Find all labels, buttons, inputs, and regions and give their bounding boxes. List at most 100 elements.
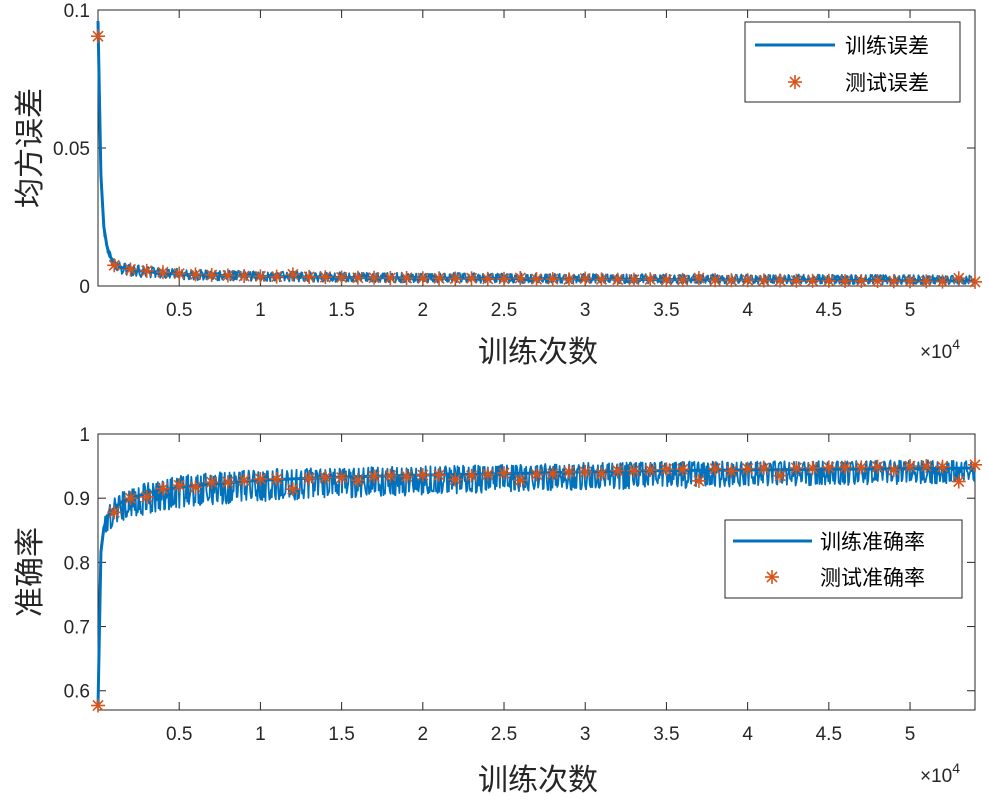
mse-x-tick-label: 4.5 (816, 300, 842, 321)
accuracy-test-point (237, 473, 252, 488)
mse-legend-test-marker (788, 75, 802, 89)
accuracy-x-tick-label: 4.5 (816, 724, 842, 745)
accuracy-test-point (951, 474, 966, 489)
accuracy-test-point (350, 473, 365, 488)
mse-y-tick-label: 0.05 (53, 139, 90, 160)
mse-test-point (318, 270, 333, 285)
accuracy-x-axis-label: 训练次数 (478, 763, 598, 798)
mse-test-point (886, 274, 901, 289)
mse-test-point (123, 262, 138, 277)
accuracy-test-point (220, 475, 235, 490)
mse-test-point (756, 273, 771, 288)
mse-y-axis-label: 均方误差 (13, 88, 48, 208)
accuracy-test-point (724, 464, 739, 479)
accuracy-test-point (773, 468, 788, 483)
accuracy-y-tick-label: 0.9 (64, 489, 90, 510)
accuracy-test-point (805, 461, 820, 476)
accuracy-test-point (172, 478, 187, 493)
mse-test-point (464, 271, 479, 286)
accuracy-x-exponent: ×104 (920, 760, 960, 787)
accuracy-x-tick-label: 2.5 (491, 724, 517, 745)
mse-x-tick-label: 3.5 (653, 300, 679, 321)
mse-test-point (172, 266, 187, 281)
accuracy-test-point (545, 466, 560, 481)
mse-test-point (789, 273, 804, 288)
mse-test-point (740, 273, 755, 288)
mse-test-point (432, 271, 447, 286)
accuracy-x-tick-label: 0.5 (166, 724, 192, 745)
mse-test-point (935, 274, 950, 289)
mse-test-point (529, 272, 544, 287)
accuracy-x-tick-label: 3 (580, 724, 591, 745)
accuracy-legend-test-swatch (765, 570, 779, 584)
accuracy-test-point (204, 475, 219, 490)
mse-test-point (448, 271, 463, 286)
mse-test-point (253, 269, 268, 284)
mse-test-point (561, 272, 576, 287)
accuracy-y-tick-label: 1 (79, 425, 90, 446)
mse-legend-test-label: 测试误差 (845, 71, 929, 95)
mse-test-point (724, 273, 739, 288)
mse-test-point (578, 271, 593, 286)
accuracy-legend-test-label: 测试准确率 (820, 566, 925, 590)
accuracy-test-point (578, 464, 593, 479)
mse-test-point (610, 272, 625, 287)
accuracy-test-point (497, 466, 512, 481)
mse-test-point (659, 272, 674, 287)
accuracy-test-point (399, 469, 414, 484)
accuracy-test-point (334, 470, 349, 485)
mse-test-point (107, 258, 122, 273)
mse-x-tick-label: 2 (418, 300, 429, 321)
accuracy-test-point (740, 461, 755, 476)
accuracy-legend-test-marker (765, 570, 779, 584)
mse-x-exponent-base: ×10 (920, 342, 952, 363)
mse-x-exponent-power: 4 (952, 336, 960, 352)
mse-legend-box (744, 21, 961, 103)
mse-test-point (626, 272, 641, 287)
accuracy-y-tick-label: 0.6 (64, 682, 90, 703)
accuracy-test-point (480, 467, 495, 482)
mse-test-point (691, 270, 706, 285)
accuracy-test-point (935, 459, 950, 474)
mse-test-point (513, 270, 528, 285)
accuracy-test-point (919, 459, 934, 474)
accuracy-test-point (285, 482, 300, 497)
accuracy-test-point (968, 457, 982, 472)
accuracy-test-point (318, 470, 333, 485)
accuracy-test-point (821, 460, 836, 475)
mse-x-tick-label: 1 (255, 300, 266, 321)
accuracy-x-exponent-power: 4 (952, 760, 960, 776)
mse-test-point (383, 270, 398, 285)
accuracy-test-point (123, 491, 138, 506)
accuracy-test-point (139, 489, 154, 504)
accuracy-legend: 训练准确率 测试准确率 (724, 519, 963, 599)
accuracy-test-point (675, 462, 690, 477)
mse-test-point (854, 274, 869, 289)
mse-test-point (302, 269, 317, 284)
mse-y-ticks: 0 0.05 0.1 (53, 1, 975, 298)
accuracy-test-point (383, 468, 398, 483)
accuracy-test-point (854, 460, 869, 475)
accuracy-y-tick-label: 0.7 (64, 618, 90, 639)
accuracy-test-point (643, 462, 658, 477)
accuracy-test-point (594, 466, 609, 481)
mse-test-point (870, 274, 885, 289)
accuracy-legend-box (724, 519, 963, 599)
accuracy-test-point (188, 480, 203, 495)
accuracy-test-point (513, 473, 528, 488)
mse-test-point (497, 271, 512, 286)
mse-y-tick-label: 0.1 (64, 1, 90, 22)
accuracy-y-ticks: 0.6 0.7 0.8 0.9 1 (64, 425, 975, 703)
mse-test-point (91, 29, 105, 44)
accuracy-x-exponent-base: ×10 (920, 766, 952, 787)
mse-test-point (350, 270, 365, 285)
accuracy-test-point (838, 460, 853, 475)
mse-test-point (545, 272, 560, 287)
mse-x-tick-label: 1.5 (328, 300, 354, 321)
accuracy-test-point (903, 459, 918, 474)
mse-legend-test-swatch (788, 75, 802, 89)
accuracy-test-point (789, 461, 804, 476)
mse-x-tick-label: 5 (905, 300, 916, 321)
accuracy-test-point (464, 468, 479, 483)
